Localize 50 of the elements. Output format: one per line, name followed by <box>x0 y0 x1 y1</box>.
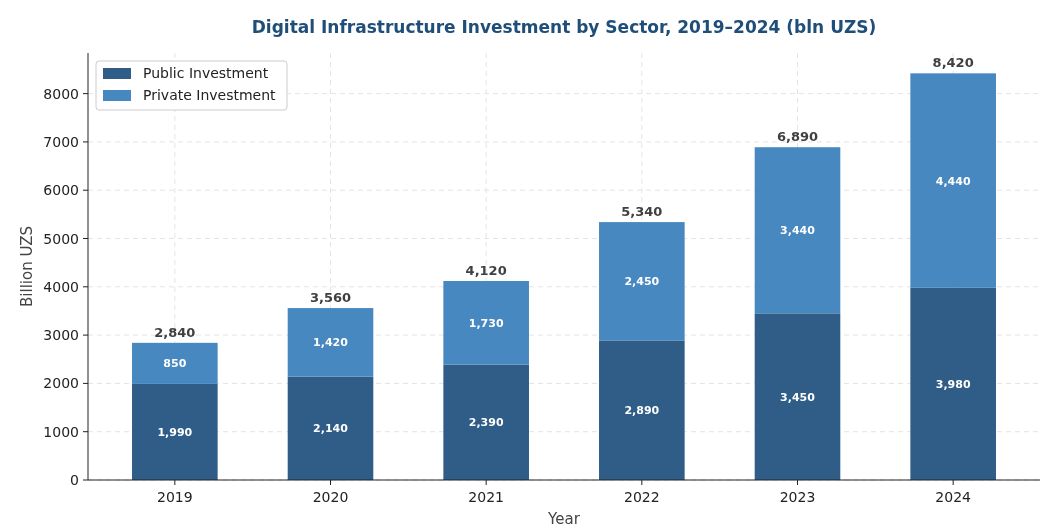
x-tick-label: 2023 <box>779 489 816 505</box>
total-label: 3,560 <box>309 290 352 306</box>
data-label: 850 <box>163 357 187 371</box>
x-tick-label: 2022 <box>624 489 660 505</box>
bar <box>443 281 529 365</box>
x-tick-label: 2024 <box>935 489 972 505</box>
bar <box>443 364 529 480</box>
bar <box>287 376 374 480</box>
chart-title: Digital Infrastructure Investment by Sector, 2019–2024 (bln UZS) <box>251 17 877 37</box>
data-label: 4,440 <box>935 174 971 188</box>
data-label: 2,450 <box>624 275 660 289</box>
bar <box>754 147 841 314</box>
y-axis-title: Billion UZS <box>18 226 36 307</box>
y-tick-label: 4000 <box>43 278 79 295</box>
x-tick-label: 2021 <box>468 489 504 505</box>
data-label: 1,990 <box>157 425 193 439</box>
legend-label: Public Investment <box>143 65 269 81</box>
bar <box>132 342 218 384</box>
bar <box>287 308 374 377</box>
y-tick-label: 7000 <box>43 133 79 150</box>
bar <box>910 73 996 288</box>
total-label: 2,840 <box>154 324 196 340</box>
data-label: 3,440 <box>780 224 816 238</box>
data-label: 1,420 <box>313 336 349 350</box>
y-tick-label: 1000 <box>43 423 79 440</box>
total-label: 8,420 <box>932 55 974 71</box>
x-tick-label: 2019 <box>157 489 193 505</box>
data-label: 1,730 <box>468 316 504 330</box>
bar <box>599 340 685 480</box>
data-label: 2,890 <box>624 404 660 418</box>
data-label: 3,450 <box>780 390 816 404</box>
y-tick-label: 6000 <box>43 182 79 199</box>
x-axis-title: Year <box>547 510 581 528</box>
total-label: 4,120 <box>465 263 507 279</box>
bar <box>599 222 685 341</box>
y-tick-label: 5000 <box>43 230 79 247</box>
bar <box>910 287 996 480</box>
data-label: 2,390 <box>468 416 504 430</box>
x-tick-label: 2020 <box>312 489 349 505</box>
total-label: 5,340 <box>621 204 663 220</box>
y-tick-label: 3000 <box>43 327 79 344</box>
legend-label: Private Investment <box>143 87 277 103</box>
data-label: 2,140 <box>313 422 349 436</box>
data-label: 3,980 <box>935 377 971 391</box>
bar <box>132 383 218 480</box>
y-tick-label: 8000 <box>43 85 79 102</box>
y-tick-label: 0 <box>70 472 79 488</box>
total-label: 6,890 <box>776 129 819 145</box>
bar <box>754 313 841 480</box>
y-tick-label: 2000 <box>43 375 79 392</box>
